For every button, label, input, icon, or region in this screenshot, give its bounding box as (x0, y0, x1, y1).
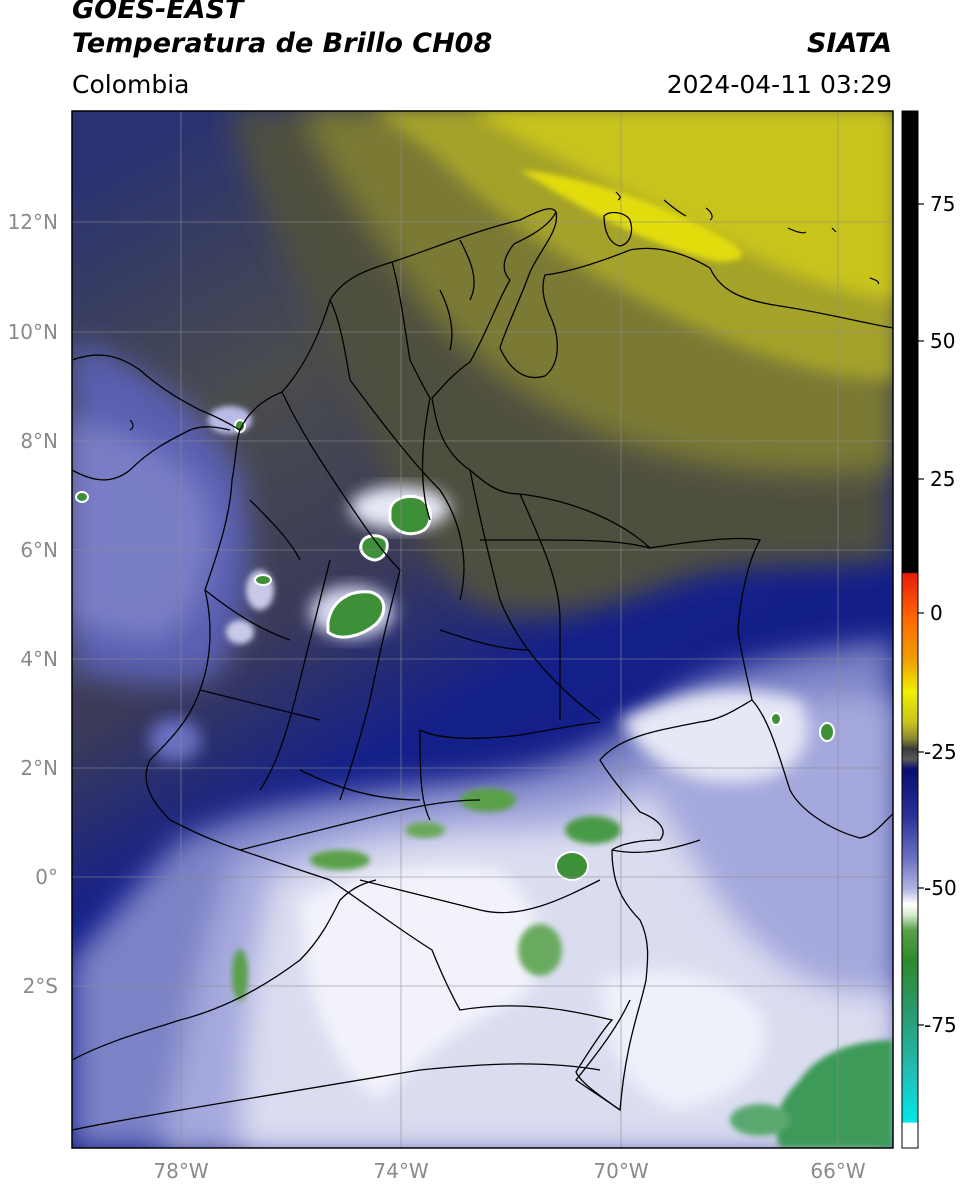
colorbar-tick-label: -25 (924, 740, 957, 764)
colorbar-tick-label: 75 (930, 192, 955, 216)
map-frame (71, 110, 894, 1149)
lat-tick-label: 6°N (20, 538, 58, 562)
lon-tick-label: 66°W (810, 1159, 865, 1183)
colorbar-tick-label: 50 (930, 329, 955, 353)
lat-tick-label: 0° (35, 865, 58, 889)
graticule (72, 111, 893, 1148)
colorbar-tick-label: 25 (930, 467, 955, 491)
lon-tick-label: 78°W (153, 1159, 208, 1183)
country-borders (72, 208, 893, 1131)
lat-tick-label: 2°N (20, 756, 58, 780)
lat-tick-label: 10°N (8, 320, 58, 344)
colorbar-gradient (901, 110, 919, 1149)
latitude-axis: 12°N 10°N 8°N 6°N 4°N 2°N 0° 2°S (8, 210, 58, 998)
datetime-label: 2024-04-11 03:29 (666, 70, 892, 99)
product-title: Temperatura de Brillo CH08 (72, 28, 493, 59)
lat-tick-label: 4°N (20, 647, 58, 671)
islands (129, 191, 880, 431)
lon-tick-label: 74°W (373, 1159, 428, 1183)
lat-tick-label: 2°S (23, 974, 58, 998)
colorbar-tick-label: 0 (930, 601, 943, 625)
region-label: Colombia (72, 70, 190, 99)
lon-tick-label: 70°W (593, 1159, 648, 1183)
colorbar: 75 50 25 0 -25 -50 -75 (901, 110, 957, 1149)
longitude-axis: 78°W 74°W 70°W 66°W (153, 1159, 865, 1183)
lat-tick-label: 12°N (8, 210, 58, 234)
colorbar-tick-label: -50 (924, 876, 957, 900)
lat-tick-label: 8°N (20, 429, 58, 453)
brightness-temperature-field (72, 111, 893, 1148)
colorbar-tick-label: -75 (924, 1013, 957, 1037)
agency-label: SIATA (806, 28, 892, 59)
satellite-title: GOES-EAST (72, 0, 244, 25)
